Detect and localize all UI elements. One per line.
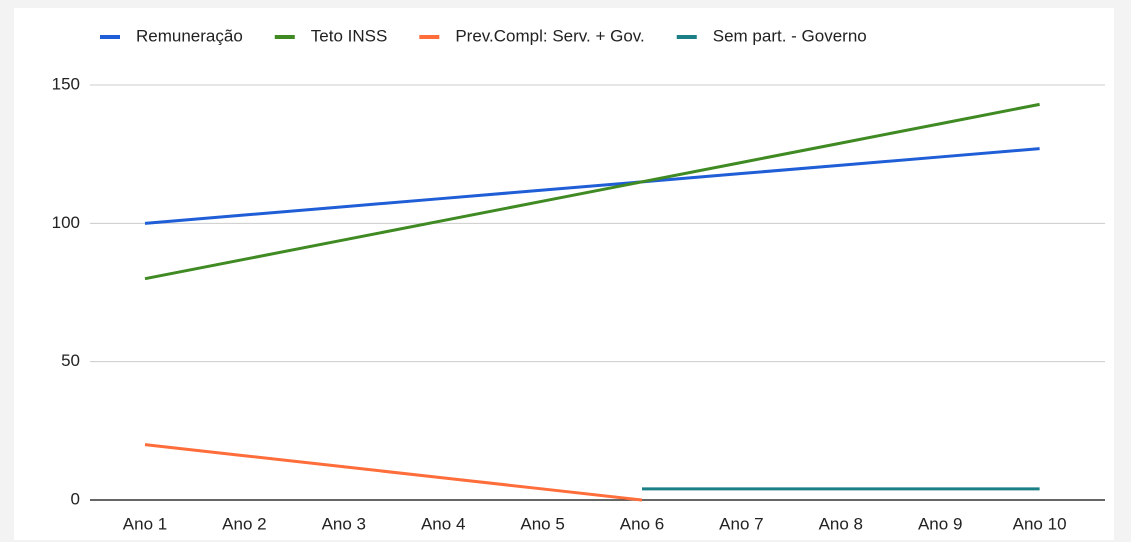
legend-label: Prev.Compl: Serv. + Gov. bbox=[455, 26, 644, 45]
x-tick-label: Ano 6 bbox=[620, 514, 664, 533]
x-tick-label: Ano 3 bbox=[322, 514, 366, 533]
x-tick-label: Ano 4 bbox=[421, 514, 465, 533]
x-tick-label: Ano 2 bbox=[222, 514, 266, 533]
x-tick-label: Ano 1 bbox=[123, 514, 167, 533]
legend-label: Teto INSS bbox=[311, 26, 388, 45]
y-tick-label: 150 bbox=[52, 74, 80, 93]
x-tick-label: Ano 9 bbox=[918, 514, 962, 533]
y-tick-label: 100 bbox=[52, 213, 80, 232]
y-tick-label: 0 bbox=[71, 489, 80, 508]
series-line bbox=[144, 443, 643, 502]
legend-label: Remuneração bbox=[136, 26, 243, 45]
chart-area bbox=[14, 8, 1114, 540]
series-line bbox=[144, 102, 1040, 281]
x-tick-label: Ano 5 bbox=[520, 514, 564, 533]
legend-label: Sem part. - Governo bbox=[713, 26, 867, 45]
x-tick-label: Ano 8 bbox=[819, 514, 863, 533]
x-tick-label: Ano 7 bbox=[719, 514, 763, 533]
y-tick-label: 50 bbox=[61, 351, 80, 370]
series-line bbox=[144, 147, 1040, 225]
x-tick-label: Ano 10 bbox=[1013, 514, 1067, 533]
